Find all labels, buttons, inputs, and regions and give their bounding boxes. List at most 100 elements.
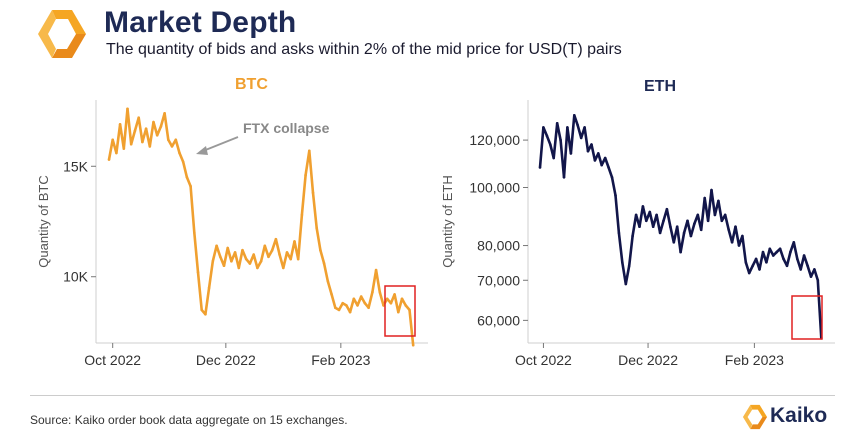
eth-chart-title: ETH [644,78,676,95]
annotation-arrow-shaft [202,136,239,152]
y-tick-label: 120,000 [469,132,520,148]
data-point [703,196,706,200]
data-point [293,240,296,243]
annotation-arrow-head [196,146,208,155]
data-point [634,213,638,217]
data-point [600,163,603,167]
data-point [193,231,196,234]
data-point [155,134,159,137]
data-point [341,301,345,305]
data-point [371,290,374,294]
data-point [334,306,337,310]
data-point [174,138,178,142]
kaiko-brand-text: Kaiko [770,404,828,427]
data-point [393,293,396,296]
data-point [737,244,741,247]
data-point [631,234,634,238]
data-point [200,308,203,312]
data-point [181,160,185,164]
data-point [542,126,545,129]
data-point [137,116,140,119]
data-point [315,226,319,230]
data-point [356,304,359,307]
data-point [641,205,645,208]
data-point [129,142,133,146]
data-point [744,261,748,264]
data-point [367,306,370,310]
data-point [627,264,631,268]
series-line [107,107,415,346]
btc-chart: 10K 15K Oct 2022 Dec 2022 Feb 2023 Quantity o… [36,100,428,368]
data-point [679,250,682,254]
page-subtitle: The quantity of bids and asks within 2% … [106,41,622,58]
x-tick-label: Dec 2022 [618,352,678,368]
data-point [720,219,724,223]
data-point [211,260,215,263]
data-point [282,266,285,270]
data-point [378,290,382,294]
data-point [562,176,566,179]
data-point [170,145,174,148]
eth-chart: 60,000 70,000 80,000 100,000 120,000 Oct 2022… [440,100,835,368]
kaiko-footer-logo-icon [742,404,768,430]
data-point [359,295,363,298]
data-point [278,253,281,256]
data-point [330,293,333,296]
data-point [322,262,326,265]
data-point [233,251,237,254]
data-point [583,126,586,129]
x-tick-label: Dec 2022 [196,352,256,368]
data-point [296,257,300,261]
data-point [404,304,408,307]
data-point [816,279,820,282]
data-point [809,275,813,278]
data-point [573,114,576,117]
data-point [230,260,233,263]
source-note: Source: Kaiko order book data aggregate … [30,413,348,427]
series-line [538,114,823,339]
data-point [624,282,628,286]
data-point [226,246,229,250]
data-point [348,310,352,314]
data-point [655,213,658,217]
data-point [785,264,789,268]
data-point [689,234,693,238]
data-point [259,260,263,263]
data-point [792,241,796,244]
data-point [603,156,607,160]
data-point [586,149,590,153]
data-point [579,136,583,140]
data-point [802,254,806,257]
data-point [638,225,641,228]
data-point [107,158,111,161]
data-point [133,129,137,133]
data-point [723,213,727,217]
data-point [122,147,126,150]
page-title: Market Depth [104,6,297,39]
data-point [285,251,289,254]
data-point [555,122,559,125]
data-point [400,297,404,301]
footer-divider [30,395,835,396]
data-point [144,127,148,130]
data-point [772,254,775,257]
data-point [758,268,761,271]
data-point [662,219,665,223]
y-tick-label: 15K [63,158,89,174]
data-point [549,143,552,146]
data-point [374,268,378,272]
data-point [545,134,549,138]
data-point [274,237,278,241]
data-point [796,257,799,261]
kaiko-logo-icon [38,10,86,58]
y-tick-label: 100,000 [469,180,520,196]
data-point [311,191,315,195]
data-point [270,248,274,252]
data-point [552,156,555,160]
data-point [385,297,389,301]
data-point [610,176,614,179]
data-point [163,112,166,115]
annotation-label: FTX collapse [243,120,330,136]
data-point [115,151,118,155]
data-point [141,140,144,144]
